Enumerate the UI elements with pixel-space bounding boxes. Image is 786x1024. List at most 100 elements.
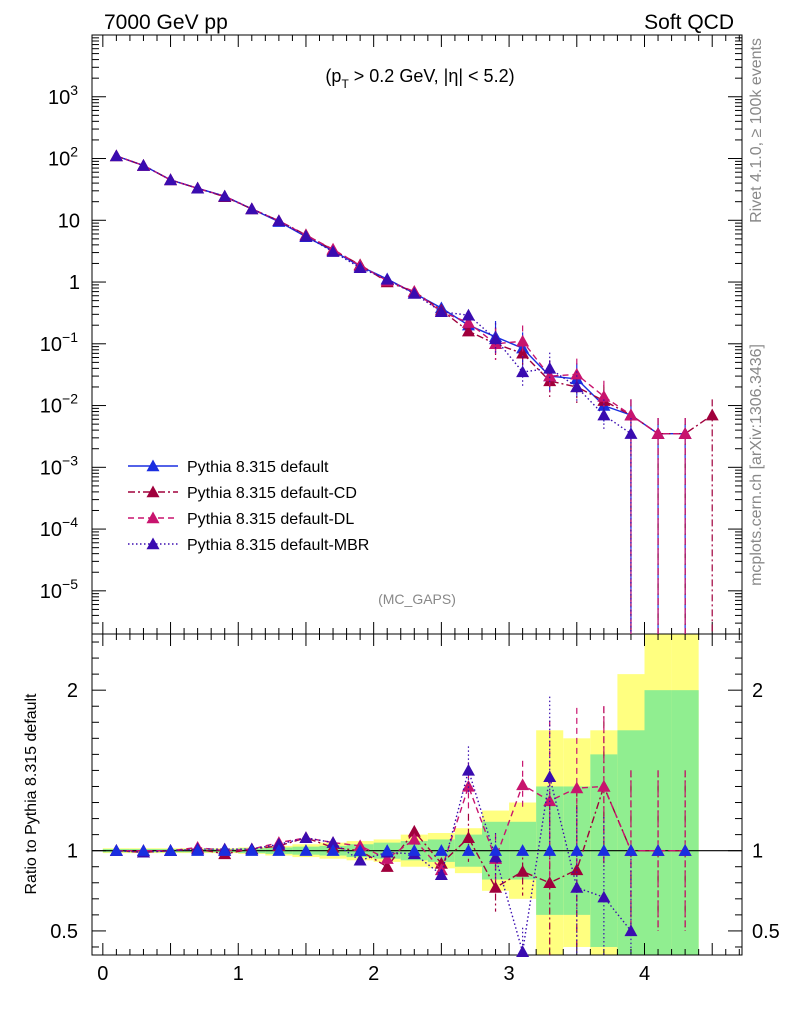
ratio-point — [543, 794, 557, 807]
data-point — [164, 173, 178, 186]
ratio-point — [164, 844, 178, 856]
series-line — [116, 155, 632, 435]
legend-label: Pythia 8.315 default-DL — [187, 511, 354, 528]
series-line — [116, 155, 686, 435]
legend-entry-2: Pythia 8.315 default-DL — [128, 511, 354, 528]
data-point — [109, 149, 123, 162]
ratio-series-3 — [109, 696, 638, 957]
legend-marker — [146, 459, 160, 472]
data-point — [407, 287, 421, 299]
ratio-point — [326, 844, 340, 856]
data-point — [597, 408, 611, 421]
legend-label: Pythia 8.315 default-CD — [187, 485, 357, 502]
legend-entry-1: Pythia 8.315 default-CD — [128, 485, 357, 502]
data-point — [624, 408, 638, 421]
series-line — [116, 155, 686, 435]
ratio-point — [570, 781, 584, 794]
data-point — [461, 316, 475, 328]
main-series-3 — [109, 149, 638, 634]
side-label-mcplots: mcplots.cern.ch [arXiv:1306.3436] — [748, 344, 765, 586]
data-point — [651, 427, 665, 439]
ratio-point — [543, 844, 557, 856]
data-point — [489, 332, 503, 345]
data-point — [353, 261, 367, 274]
y-tick-label-ratio-left: 1 — [67, 841, 78, 863]
y-tick-label-ratio-right: 1 — [752, 841, 763, 863]
ratio-point — [461, 763, 475, 776]
legend-label: Pythia 8.315 default-MBR — [187, 537, 369, 554]
ratio-point — [489, 844, 503, 856]
data-point — [570, 367, 584, 380]
ratio-point — [461, 844, 475, 856]
tick-labels: 0 1 2 3 4 10−5 10−4 10−3 10−2 10−1 1 10 102 103 0.5 0.5… — [40, 82, 780, 985]
ratio-point — [434, 844, 448, 856]
header-left-label: 7000 GeV pp — [104, 11, 228, 34]
ratio-series-0 — [109, 844, 692, 856]
ratio-point — [516, 844, 530, 856]
ratio-series — [109, 696, 692, 957]
x-tick-label: 3 — [504, 963, 515, 985]
main-series-2 — [109, 149, 692, 634]
header-right-label: Soft QCD — [644, 11, 734, 34]
legend-marker — [146, 537, 160, 550]
cut-label: (pT > 0.2 GeV, |η| < 5.2) — [325, 66, 514, 91]
ratio-point — [109, 844, 123, 856]
legend-entry-3: Pythia 8.315 default-MBR — [128, 537, 369, 554]
ratio-point — [245, 844, 259, 856]
ratio-point — [516, 778, 530, 791]
data-point — [543, 369, 557, 382]
y-tick-label-main: 103 — [48, 82, 78, 109]
ratio-point — [407, 832, 421, 845]
ratio-point — [516, 945, 530, 957]
y-tick-label-main: 10−5 — [40, 576, 78, 603]
y-tick-label-main: 10−3 — [40, 452, 78, 479]
ratio-point — [461, 779, 475, 792]
data-point — [326, 245, 340, 257]
ratio-point — [218, 844, 232, 856]
ratio-frame — [91, 633, 743, 956]
legend-entry-0: Pythia 8.315 default — [128, 459, 329, 476]
ratio-point — [299, 844, 313, 856]
y-tick-label-ratio-right: 0.5 — [752, 921, 780, 943]
data-point — [136, 159, 150, 171]
x-tick-label: 2 — [368, 963, 379, 985]
ratio-point — [624, 844, 638, 856]
ratio-point — [326, 836, 340, 848]
legend-marker — [146, 485, 160, 498]
ratio-point — [380, 844, 394, 856]
ratio-point — [624, 924, 638, 937]
ratio-point — [353, 844, 367, 856]
ratio-point — [570, 844, 584, 856]
data-point — [245, 202, 259, 215]
ratio-point — [489, 850, 503, 863]
data-point — [516, 365, 530, 378]
x-tick-label: 0 — [97, 963, 108, 985]
data-point — [705, 408, 719, 421]
y-tick-label-main: 102 — [48, 144, 78, 171]
ratio-line — [116, 767, 632, 952]
ratio-point — [543, 770, 557, 783]
ratio-point — [136, 844, 150, 856]
ratio-point — [461, 831, 475, 844]
ratio-point — [543, 876, 557, 888]
ratio-point — [191, 844, 205, 856]
ratio-point — [597, 890, 611, 903]
ratio-point — [272, 837, 286, 850]
series-line — [116, 155, 713, 435]
main-series — [109, 149, 719, 634]
ratio-point — [407, 844, 421, 856]
ratio-point — [651, 844, 665, 856]
ratio-ylabel: Ratio to Pythia 8.315 default — [23, 693, 40, 895]
ratio-point — [597, 779, 611, 792]
data-point — [272, 214, 286, 227]
data-point — [191, 181, 205, 194]
legend: Pythia 8.315 default Pythia 8.315 default… — [128, 459, 369, 554]
legend-marker — [146, 511, 160, 524]
data-point — [461, 308, 475, 321]
ratio-bands — [102, 634, 699, 955]
x-tick-label: 1 — [233, 963, 244, 985]
y-tick-label-main: 10−2 — [40, 391, 78, 418]
data-point — [516, 334, 530, 347]
y-tick-label-main: 1 — [69, 272, 80, 294]
